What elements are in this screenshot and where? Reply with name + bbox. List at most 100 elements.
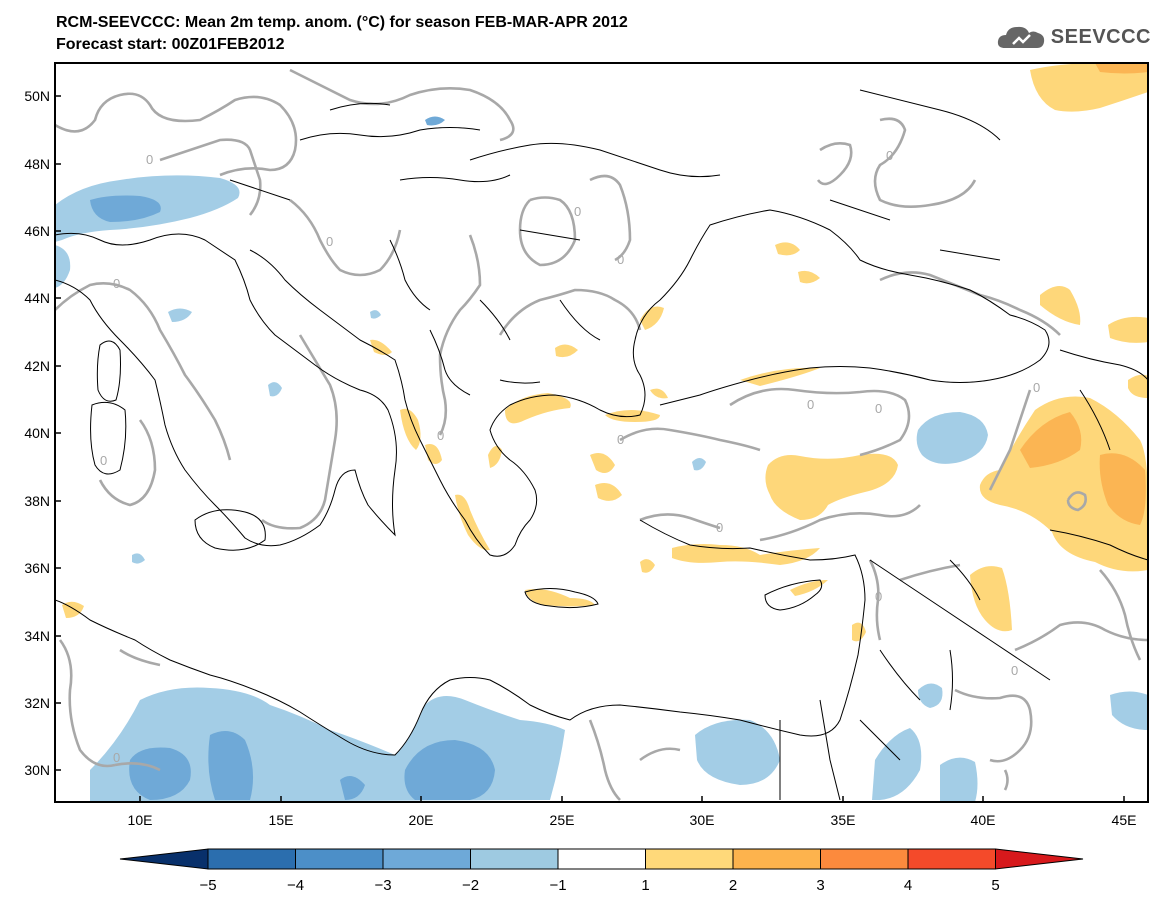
anomaly-area	[790, 580, 828, 596]
colorbar-cell	[295, 848, 384, 870]
cloud-icon	[997, 26, 1044, 48]
anomaly-area	[798, 270, 820, 284]
contour-label: 0	[807, 397, 814, 412]
anomaly-area	[340, 776, 365, 800]
lat-tick-label: 30N	[24, 762, 50, 778]
contour-label: 0	[1033, 380, 1040, 395]
anomaly-area	[916, 412, 988, 464]
colorbar-cell	[995, 848, 1084, 870]
contour-line	[988, 389, 1032, 491]
contour-label: 0	[574, 204, 581, 219]
map-title: RCM-SEEVCCC: Mean 2m temp. anom. (°C) fo…	[56, 14, 628, 31]
contour-line	[98, 419, 157, 507]
contour-label: 0	[100, 453, 107, 468]
anomaly-area	[505, 393, 571, 424]
anomaly-area	[1030, 63, 1148, 112]
contour-label: 0	[146, 152, 153, 167]
contour-label: 0	[326, 234, 333, 249]
anomaly-area	[370, 339, 392, 355]
anomaly-area	[525, 589, 595, 607]
anomaly-area	[1099, 453, 1146, 525]
contour-line	[289, 198, 402, 277]
colorbar-cell	[820, 848, 909, 870]
anomaly-area	[692, 458, 706, 471]
contour-line	[619, 427, 761, 452]
contour-label: 0	[716, 520, 723, 535]
contour-label: 0	[1011, 663, 1018, 678]
cyprus-coast	[764, 579, 823, 611]
contour-label: 0	[113, 276, 120, 291]
contour-line	[954, 688, 1033, 763]
lon-tick-label: 25E	[550, 812, 575, 828]
anomaly-area	[555, 344, 578, 358]
anomaly-area	[1128, 374, 1148, 398]
contour-labels: 0 0 0 0 0 0 0 0 0 0 0 0 0 0 0 0	[100, 148, 1040, 765]
anomaly-area	[268, 382, 282, 397]
contour-line	[1014, 621, 1148, 652]
anomaly-area	[775, 242, 800, 256]
contour-label: 0	[437, 428, 444, 443]
anomaly-area	[640, 559, 655, 573]
anomaly-area	[400, 408, 421, 450]
colorbar-cell	[732, 848, 821, 870]
contour-line	[589, 174, 632, 262]
anomaly-area	[595, 482, 622, 501]
lat-tick-label: 44N	[24, 290, 50, 306]
anomaly-area	[640, 306, 664, 330]
contour-line	[729, 387, 911, 457]
anomaly-area	[740, 367, 820, 386]
longitude-axis: 10E 15E 20E 25E 30E 35E 40E 45E	[128, 796, 1137, 828]
contour-line	[438, 234, 482, 436]
latitude-axis: 50N 48N 46N 44N 42N 40N 38N 36N 34N 32N …	[24, 88, 61, 778]
anomaly-area	[918, 683, 943, 708]
italy-coast	[55, 232, 397, 547]
anomaly-area	[129, 747, 191, 800]
anomaly-area	[90, 195, 161, 222]
lat-tick-label: 48N	[24, 156, 50, 172]
contour-line	[1099, 569, 1142, 661]
colorbar-label: −2	[462, 877, 479, 894]
colorbar-label: −1	[549, 877, 566, 894]
anomaly-area	[970, 566, 1012, 632]
anomaly-area	[1110, 691, 1148, 730]
anomaly-area	[132, 553, 145, 564]
lat-tick-label: 46N	[24, 223, 50, 239]
logo-text: SEEVCCC	[1050, 25, 1151, 48]
colorbar-cell	[119, 848, 209, 870]
contour-line	[588, 719, 621, 801]
colorbar-label: 4	[904, 877, 912, 894]
south-med-coast	[55, 519, 866, 756]
anomaly-area	[590, 452, 615, 474]
lon-tick-label: 10E	[128, 812, 153, 828]
forecast-start-label: Forecast start: 00Z01FEB2012	[56, 36, 285, 53]
contour-line	[159, 138, 262, 216]
positive-anomaly-areas	[62, 63, 1148, 642]
lon-tick-label: 45E	[1112, 812, 1137, 828]
anomaly-area	[168, 308, 192, 322]
contour-line	[55, 92, 298, 177]
lon-tick-label: 20E	[409, 812, 434, 828]
contour-line	[879, 271, 1061, 336]
contour-line	[289, 68, 515, 142]
contour-line	[1066, 491, 1087, 512]
colorbar-label: −3	[374, 877, 391, 894]
contour-line	[498, 288, 642, 336]
country-borders	[229, 89, 1148, 801]
colorbar: −5 −4 −3 −2 −1 1 2 3 4 5	[119, 848, 1084, 894]
anomaly-area	[425, 116, 445, 126]
anomaly-area	[940, 757, 978, 802]
crete-coast	[524, 588, 599, 609]
lon-tick-label: 15E	[269, 812, 294, 828]
colorbar-label: 3	[816, 877, 824, 894]
contour-line	[1003, 769, 1009, 791]
sardinia-coast	[90, 401, 127, 475]
anomaly-area	[650, 388, 668, 399]
anomaly-area	[404, 740, 495, 800]
balkan-blacksea-coast	[249, 209, 1050, 557]
seevccc-logo: SEEVCCC	[995, 22, 1151, 52]
anomaly-area	[55, 245, 71, 288]
contour-label: 0	[617, 432, 624, 447]
coastlines	[55, 89, 1148, 801]
colorbar-cell	[907, 848, 996, 870]
anomaly-area	[852, 622, 866, 642]
